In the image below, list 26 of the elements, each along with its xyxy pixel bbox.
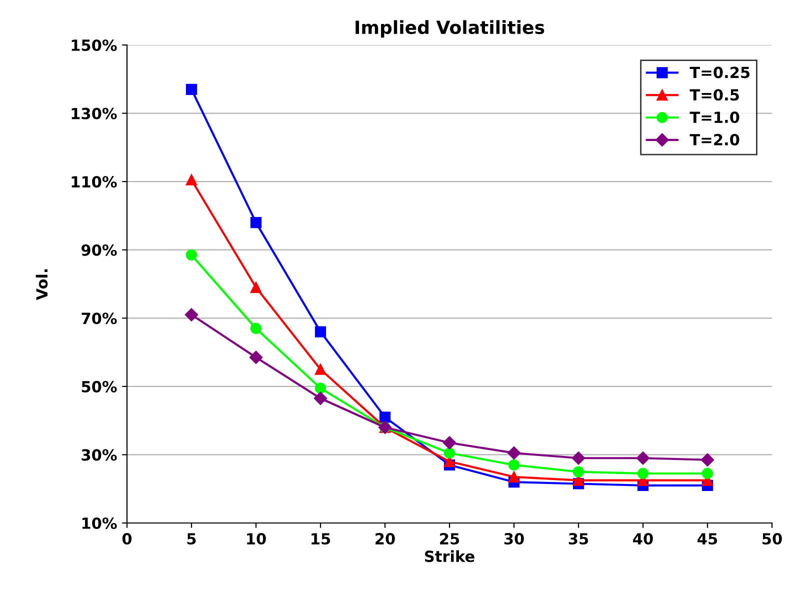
x-tick-label: 50 bbox=[762, 532, 782, 545]
chart-title: Implied Volatilities bbox=[356, 20, 544, 38]
y-tick-label: 90% bbox=[82, 244, 117, 256]
y-tick-label: 110% bbox=[72, 176, 117, 188]
x-axis-title: Strike bbox=[424, 550, 474, 562]
y-tick-label: 150% bbox=[72, 39, 117, 52]
legend-label: T=1.0 bbox=[690, 112, 740, 124]
legend-label: T=0.5 bbox=[690, 89, 739, 101]
x-tick-label: 10 bbox=[247, 532, 266, 545]
x-tick-label: 45 bbox=[698, 533, 718, 545]
x-tick-label: 25 bbox=[440, 532, 460, 545]
legend-label: T=0.25 bbox=[690, 66, 750, 78]
y-tick-label: 10% bbox=[82, 517, 117, 530]
y-tick-label: 30% bbox=[82, 449, 117, 461]
x-tick-label: 40 bbox=[633, 532, 653, 545]
x-tick-label: 5 bbox=[187, 533, 196, 545]
x-tick-label: 35 bbox=[568, 532, 588, 545]
x-tick-label: 30 bbox=[504, 532, 524, 545]
x-tick-label: 20 bbox=[376, 532, 395, 545]
x-tick-label: 0 bbox=[122, 532, 132, 545]
x-tick-label: 15 bbox=[312, 533, 330, 545]
legend-label: T=2.0 bbox=[690, 134, 740, 146]
y-axis-title: Vol. bbox=[36, 269, 48, 300]
y-tick-label: 50% bbox=[82, 380, 117, 392]
y-tick-label: 130% bbox=[72, 108, 117, 120]
y-tick-label: 70% bbox=[82, 312, 117, 324]
